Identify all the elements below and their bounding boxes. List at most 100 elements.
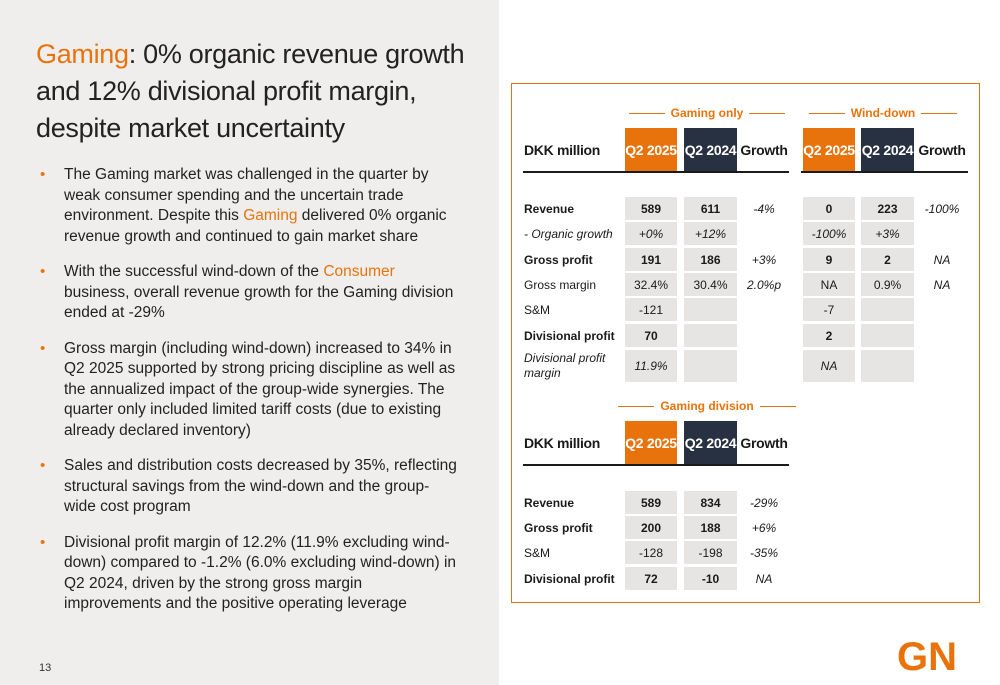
group-label-text: Gaming only bbox=[670, 106, 744, 120]
cell-division-growth: -35% bbox=[749, 545, 778, 560]
page-number: 13 bbox=[39, 662, 52, 674]
cell-wind-q2-2024: +3% bbox=[861, 222, 914, 245]
cell-wind-growth: NA bbox=[933, 252, 951, 267]
group-label-gaming-division: Gaming division bbox=[607, 399, 807, 413]
cell-wind-q2-2024 bbox=[861, 350, 914, 382]
cell-division-growth: NA bbox=[755, 571, 773, 586]
cell-wind-q2-2025: -100% bbox=[803, 222, 855, 245]
cell-gaming-growth bbox=[739, 350, 789, 382]
cell-wind-growth: -100% bbox=[924, 201, 960, 216]
cell-gaming-growth bbox=[739, 222, 789, 245]
column-header-division-q2-2024: Q2 2024 bbox=[684, 421, 737, 464]
column-header-gaming-q2-2024: Q2 2024 bbox=[684, 128, 737, 171]
cell-division-q2-2025: 200 bbox=[625, 516, 677, 539]
column-header-gaming-q2-2025: Q2 2025 bbox=[625, 128, 677, 171]
column-header-wind-growth: Growth bbox=[918, 141, 966, 158]
column-header-division-growth: Growth bbox=[740, 434, 788, 451]
title-rest: : 0% organic revenue growth and 12% divi… bbox=[36, 39, 465, 143]
cell-wind-q2-2024 bbox=[861, 324, 914, 347]
row-label: Divisional profit margin bbox=[524, 351, 606, 380]
bullet-item: • The Gaming market was challenged in the… bbox=[40, 165, 460, 247]
cell-gaming-growth: -4% bbox=[753, 201, 775, 216]
group-label-text: Gaming division bbox=[660, 399, 754, 413]
bullet-text: With the successful wind-down of the bbox=[64, 263, 324, 280]
cell-gaming-q2-2025: 11.9% bbox=[625, 350, 677, 382]
cell-wind-growth: NA bbox=[933, 277, 951, 292]
cell-wind-growth bbox=[916, 350, 968, 382]
bullet-dot: • bbox=[40, 457, 46, 474]
cell-gaming-growth bbox=[739, 298, 789, 321]
column-header-label: DKK million bbox=[524, 434, 601, 451]
title-accent: Gaming bbox=[36, 39, 129, 69]
cell-wind-q2-2025: 0 bbox=[803, 197, 855, 220]
cell-gaming-q2-2025: 32.4% bbox=[625, 273, 677, 296]
bullet-text-tail: delivered 0% organic revenue growth and … bbox=[64, 207, 447, 245]
bullet-dot: • bbox=[40, 339, 46, 357]
cell-gaming-q2-2024 bbox=[684, 324, 737, 347]
bullet-text: Divisional profit margin of 12.2% (11.9%… bbox=[64, 533, 457, 613]
bullet-item: • Sales and distribution costs decreased … bbox=[40, 456, 460, 518]
bullet-text: The Gaming market was challenged in the … bbox=[64, 166, 429, 224]
cell-gaming-q2-2024 bbox=[684, 298, 737, 321]
column-header-gaming-growth: Growth bbox=[740, 141, 788, 158]
cell-division-q2-2025: 72 bbox=[625, 567, 677, 590]
cell-gaming-q2-2024: +12% bbox=[684, 222, 737, 245]
cell-division-q2-2024: 834 bbox=[684, 491, 737, 514]
row-label: Divisional profit bbox=[524, 571, 615, 586]
bullet-item: • With the successful wind-down of the Co… bbox=[40, 262, 460, 324]
column-header-division-q2-2025: Q2 2025 bbox=[625, 421, 677, 464]
row-label: S&M bbox=[524, 545, 551, 560]
group-label-wind-down: Wind-down bbox=[801, 106, 965, 120]
cell-wind-growth bbox=[916, 324, 968, 347]
cell-gaming-q2-2024 bbox=[684, 350, 737, 382]
cell-gaming-q2-2024: 611 bbox=[684, 197, 737, 220]
bullet-text: Gross margin (including wind-down) incre… bbox=[64, 339, 456, 439]
column-header-wind-q2-2025: Q2 2025 bbox=[803, 128, 855, 171]
cell-gaming-q2-2025: 589 bbox=[625, 197, 677, 220]
cell-gaming-growth: +3% bbox=[751, 252, 777, 267]
cell-wind-q2-2024 bbox=[861, 298, 914, 321]
column-header-label: DKK million bbox=[524, 141, 601, 158]
bullet-list: • The Gaming market was challenged in the… bbox=[40, 165, 460, 630]
slide-title: Gaming: 0% organic revenue growth and 12… bbox=[36, 36, 496, 147]
cell-division-growth: +6% bbox=[751, 520, 777, 535]
group-label-text: Wind-down bbox=[850, 106, 916, 120]
cell-wind-q2-2025: 9 bbox=[803, 248, 855, 271]
cell-gaming-growth: 2.0%p bbox=[746, 277, 782, 292]
bullet-highlight: Gaming bbox=[243, 207, 298, 224]
cell-division-q2-2025: 589 bbox=[625, 491, 677, 514]
row-label: Gross margin bbox=[524, 277, 597, 292]
gn-logo: GN bbox=[897, 636, 957, 676]
row-label: Divisional profit bbox=[524, 328, 615, 343]
header-rule bbox=[523, 171, 789, 173]
row-label: Gross profit bbox=[524, 252, 593, 267]
cell-gaming-q2-2025: +0% bbox=[625, 222, 677, 245]
cell-gaming-q2-2024: 186 bbox=[684, 248, 737, 271]
bullet-dot: • bbox=[40, 263, 46, 280]
cell-division-q2-2024: -198 bbox=[684, 541, 737, 564]
cell-wind-growth bbox=[916, 222, 968, 245]
cell-division-q2-2024: -10 bbox=[684, 567, 737, 590]
row-label: - Organic growth bbox=[524, 226, 613, 241]
cell-wind-growth bbox=[916, 298, 968, 321]
cell-gaming-q2-2025: 191 bbox=[625, 248, 677, 271]
bullet-dot: • bbox=[40, 166, 46, 183]
row-label: Gross profit bbox=[524, 520, 593, 535]
cell-wind-q2-2024: 223 bbox=[861, 197, 914, 220]
financial-tables-card: Gaming only Wind-down DKK million Q2 202… bbox=[511, 83, 980, 603]
header-rule bbox=[801, 171, 968, 173]
bullet-item: • Gross margin (including wind-down) incr… bbox=[40, 339, 460, 442]
header-rule bbox=[523, 464, 789, 466]
cell-gaming-q2-2024: 30.4% bbox=[684, 273, 737, 296]
cell-gaming-q2-2025: 70 bbox=[625, 324, 677, 347]
row-label: Revenue bbox=[524, 201, 575, 216]
bullet-item: • Divisional profit margin of 12.2% (11.9… bbox=[40, 533, 460, 615]
cell-wind-q2-2025: NA bbox=[803, 350, 855, 382]
left-panel bbox=[0, 0, 499, 685]
cell-gaming-q2-2025: -121 bbox=[625, 298, 677, 321]
row-label: S&M bbox=[524, 302, 551, 317]
gn-logo-text: GN bbox=[897, 636, 957, 676]
bullet-text-tail: business, overall revenue growth for the… bbox=[64, 283, 454, 322]
cell-wind-q2-2025: -7 bbox=[803, 298, 855, 321]
cell-wind-q2-2024: 0.9% bbox=[861, 273, 914, 296]
